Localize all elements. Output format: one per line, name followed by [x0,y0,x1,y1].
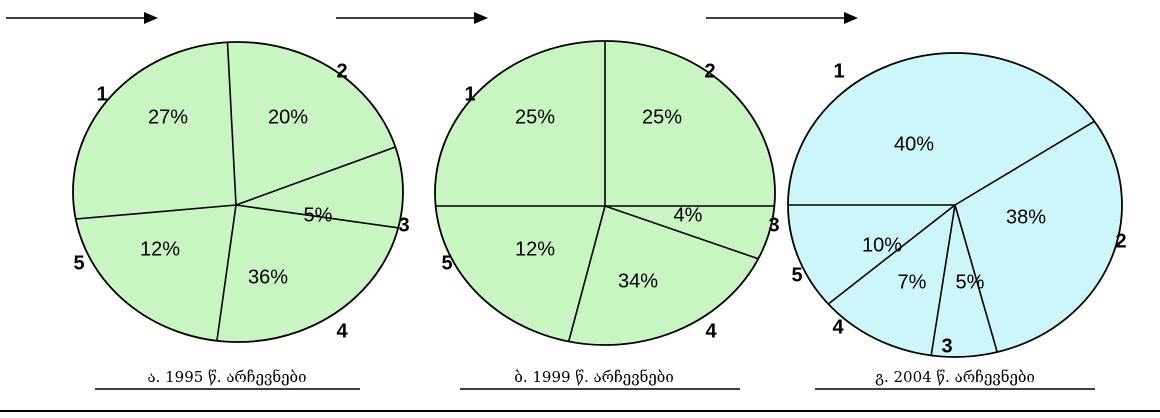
slice-category-label: 1 [464,83,475,105]
slice-category-label: 4 [336,320,348,342]
arrows-group [6,12,858,24]
slice-percent-label: 25% [515,106,555,128]
slice-percent-label: 12% [515,238,555,260]
slice-percent-label: 5% [304,204,333,226]
slice-percent-label: 7% [898,271,927,293]
slice-category-label: 4 [705,320,717,342]
slice-category-label: 2 [1115,230,1126,252]
pie-chart-3: 40% 1 38% 2 5% 3 7% 4 10% 5 გ. 2004 წ. არჩევნები [787,52,1127,390]
slice-category-label: 5 [73,252,84,274]
slice-percent-label: 10% [862,234,902,256]
slice-percent-label: 36% [248,266,288,288]
pie-caption: გ. 2004 წ. არჩევნები [875,368,1035,386]
arrow-head [844,12,858,24]
slice-percent-label: 38% [1006,206,1046,228]
slice-divider [75,204,237,220]
slice-percent-label: 5% [956,271,985,293]
slice-divider [930,204,956,356]
slice-percent-label: 20% [268,106,308,128]
slice-category-label: 1 [96,83,107,105]
pie-caption: ბ. 1999 წ. არჩევნები [514,368,674,386]
slice-divider [827,204,956,305]
slice-divider [226,42,237,206]
pies-group: 27%120%25% 336%412%5ა. 1995 წ. არჩევნები2… [72,40,1127,390]
pie-background [72,41,404,343]
pie-chart-2: 25% 1 25% 2 4% 3 34% 4 12% 5 ბ. 1999 წ. არჩევნები [434,40,780,390]
slice-category-label: 5 [441,252,452,274]
slice-percent-label: 4% [674,204,703,226]
slice-divider [567,205,606,342]
slice-percent-label: 27% [148,106,188,128]
slice-category-label: 2 [336,60,347,82]
slice-category-label: 3 [768,214,779,236]
slice-category-label: 5 [791,264,802,286]
slice-percent-label: 12% [140,238,180,260]
slice-divider [235,204,399,229]
slice-divider [235,146,396,206]
slice-divider [954,204,998,353]
slice-percent-label: 34% [618,270,658,292]
slice-category-label: 2 [704,60,715,82]
slice-percent-label: 25% [642,106,682,128]
pie-caption: ა. 1995 წ. არჩევნები [147,368,306,386]
slice-category-label: 1 [833,60,844,82]
slice-category-label: 3 [398,214,409,236]
slice-divider [216,204,237,341]
slice-category-label: 4 [832,316,844,338]
arrow-head [474,12,488,24]
slice-percent-label: 40% [894,133,934,155]
pie-chart-1: 27% 1 20% 2 5% 3 36% 4 12% 5 ა. 1995 წ. არჩევნები [72,41,410,390]
slice-category-label: 3 [941,335,952,357]
arrow-head [144,12,158,24]
slice-divider [954,120,1095,206]
slice-divider [604,205,759,260]
